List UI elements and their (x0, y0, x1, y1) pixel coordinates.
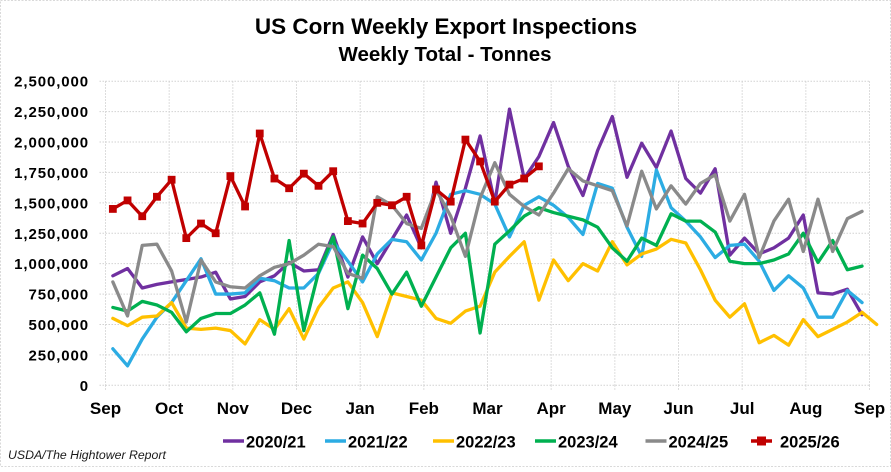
svg-text:1,750,000: 1,750,000 (14, 165, 89, 182)
svg-text:Apr: Apr (537, 399, 567, 418)
svg-text:Mar: Mar (472, 399, 503, 418)
svg-text:2021/22: 2021/22 (348, 434, 408, 452)
svg-text:May: May (598, 399, 632, 418)
svg-text:2,000,000: 2,000,000 (14, 135, 89, 152)
svg-text:Dec: Dec (281, 399, 312, 418)
svg-text:250,000: 250,000 (28, 347, 89, 364)
svg-text:2020/21: 2020/21 (246, 434, 306, 452)
svg-text:Aug: Aug (789, 399, 822, 418)
svg-text:Weekly Total - Tonnes: Weekly Total - Tonnes (338, 43, 551, 66)
svg-text:Nov: Nov (217, 399, 250, 418)
svg-text:2024/25: 2024/25 (669, 434, 729, 452)
svg-text:500,000: 500,000 (28, 317, 89, 334)
svg-text:Feb: Feb (409, 399, 439, 418)
svg-text:Jul: Jul (730, 399, 755, 418)
svg-text:2022/23: 2022/23 (456, 434, 516, 452)
svg-text:2025/26: 2025/26 (780, 434, 840, 452)
svg-text:2,500,000: 2,500,000 (14, 74, 89, 91)
svg-text:Jan: Jan (346, 399, 375, 418)
svg-text:2023/24: 2023/24 (558, 434, 618, 452)
svg-text:Jun: Jun (663, 399, 693, 418)
svg-text:750,000: 750,000 (28, 287, 89, 304)
svg-text:Sep: Sep (854, 399, 885, 418)
svg-text:Oct: Oct (155, 399, 184, 418)
svg-text:1,000,000: 1,000,000 (14, 256, 89, 273)
svg-text:1,500,000: 1,500,000 (14, 195, 89, 212)
svg-text:Sep: Sep (90, 399, 121, 418)
svg-text:2,250,000: 2,250,000 (14, 104, 89, 121)
svg-text:1,250,000: 1,250,000 (14, 226, 89, 243)
svg-text:0: 0 (80, 378, 89, 395)
svg-text:US Corn Weekly Export Inspecti: US Corn Weekly Export Inspections (255, 14, 637, 39)
svg-text:USDA/The Hightower Report: USDA/The Hightower Report (8, 448, 166, 462)
